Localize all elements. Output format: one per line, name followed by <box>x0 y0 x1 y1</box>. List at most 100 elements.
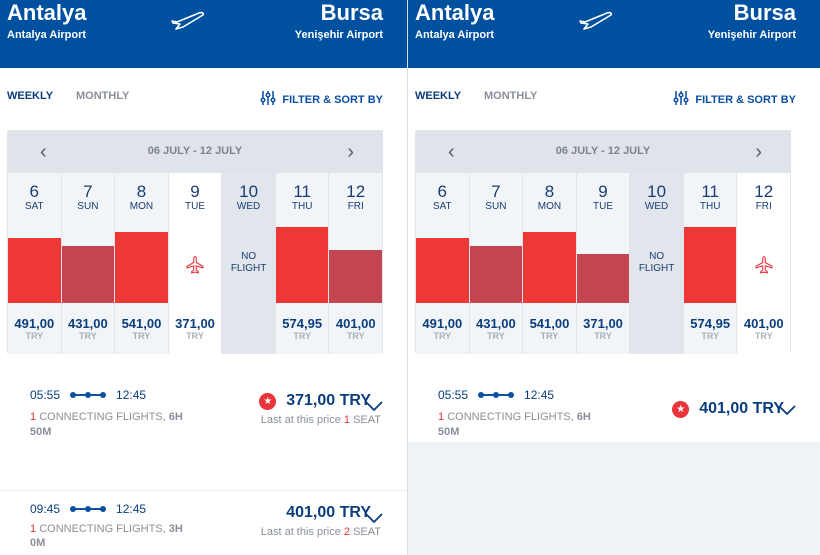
day-cell-tue[interactable]: 9 TUE 371,00 TRY <box>576 173 631 354</box>
day-currency: TRY <box>701 331 720 341</box>
day-name: WED <box>236 201 261 212</box>
price-bar <box>61 246 115 303</box>
day-currency: TRY <box>79 331 97 341</box>
chevron-down-icon[interactable] <box>365 398 383 416</box>
price-bar <box>329 250 383 303</box>
flight-option[interactable]: 05:55 12:45 1 CONNECTING FLIGHTS, 6H 50M … <box>408 372 820 442</box>
flight-option[interactable]: 05:55 12:45 1 CONNECTING FLIGHTS, 6H 50M … <box>0 372 407 491</box>
filter-sort-button[interactable]: FILTER & SORT BY <box>673 90 796 109</box>
star-badge-icon: ★ <box>259 392 277 410</box>
calendar-nav: ‹ 06 JULY - 12 JULY › <box>8 131 382 173</box>
calendar-nav: ‹ 06 JULY - 12 JULY › <box>416 131 790 173</box>
day-number: 8 <box>136 182 147 201</box>
day-cell-fri[interactable]: 12 FRI 401,00 TRY <box>329 173 383 354</box>
tab-weekly[interactable]: WEEKLY <box>7 90 54 102</box>
chevron-left-icon[interactable]: ‹ <box>448 141 455 163</box>
destination-city: Bursa <box>320 0 383 25</box>
no-flight-label: NO FLIGHT <box>230 251 267 274</box>
day-name: SAT <box>432 201 452 212</box>
star-badge-icon: ★ <box>672 400 690 418</box>
day-number: 12 <box>346 182 366 201</box>
destination-airport: Yenişehir Airport <box>707 29 796 41</box>
tab-weekly[interactable]: WEEKLY <box>415 90 462 102</box>
day-currency: TRY <box>487 331 505 341</box>
day-number: 6 <box>437 182 448 201</box>
day-price: 401,00 <box>335 316 376 331</box>
arrival-time: 12:45 <box>524 388 555 402</box>
day-price: 574,95 <box>282 316 323 331</box>
connection-text: CONNECTING FLIGHTS, <box>39 411 166 423</box>
price-bar <box>8 238 61 303</box>
filter-sort-label: FILTER & SORT BY <box>282 93 383 106</box>
day-number: 10 <box>647 182 667 201</box>
day-cell-wed: 10 WED NO FLIGHT <box>630 173 684 354</box>
day-name: SUN <box>77 201 99 212</box>
price-bar <box>275 227 329 303</box>
day-cell-sat[interactable]: 6 SAT 491,00 TRY <box>416 173 470 354</box>
day-cell-sat[interactable]: 6 SAT 491,00 TRY <box>8 173 62 354</box>
chevron-right-icon[interactable]: › <box>755 141 762 163</box>
day-price: 574,95 <box>690 316 731 331</box>
flight-price: 401,00 TRY <box>286 504 371 521</box>
connection-info: 1 CONNECTING FLIGHTS, 6H 50M <box>438 410 598 440</box>
day-number: 11 <box>701 182 719 201</box>
tab-monthly[interactable]: MONTHLY <box>76 90 130 102</box>
day-cell-tue[interactable]: 9 TUE 371,00 TRY <box>168 173 223 354</box>
connection-info: 1 CONNECTING FLIGHTS, 6H 50M <box>30 410 190 440</box>
airplane-icon <box>578 9 614 38</box>
chevron-left-icon[interactable]: ‹ <box>40 141 47 163</box>
day-cell-fri[interactable]: 12 FRI 401,00 TRY <box>737 173 791 354</box>
price-bar <box>576 254 630 303</box>
seat-count: 1 <box>343 414 351 426</box>
price-bar <box>523 231 576 303</box>
stop-count: 1 <box>30 523 37 535</box>
tab-monthly[interactable]: MONTHLY <box>484 90 538 102</box>
day-price: 371,00 <box>583 316 623 331</box>
day-cell-thu[interactable]: 11 THU 574,95 TRY <box>683 173 738 354</box>
connection-text: CONNECTING FLIGHTS, <box>447 411 574 423</box>
day-price: 371,00 <box>175 316 215 331</box>
day-currency: TRY <box>594 331 612 341</box>
stop-count: 1 <box>438 411 445 423</box>
day-price: 491,00 <box>14 316 55 331</box>
day-name: SUN <box>485 201 507 212</box>
day-number: 9 <box>598 182 608 201</box>
day-number: 8 <box>544 182 555 201</box>
day-currency: TRY <box>293 331 312 341</box>
flight-option[interactable]: 09:45 12:45 1 CONNECTING FLIGHTS, 3H 0M 4… <box>0 494 407 554</box>
no-flight-label: NO FLIGHT <box>638 251 675 274</box>
date-range: 06 JULY - 12 JULY <box>555 145 651 157</box>
route-stops-icon <box>70 388 107 402</box>
day-number: 9 <box>190 182 200 201</box>
day-cell-thu[interactable]: 11 THU 574,95 TRY <box>275 173 330 354</box>
chevron-down-icon[interactable] <box>778 402 796 420</box>
arrival-time: 12:45 <box>116 388 147 402</box>
day-cell-wed: 10 WED NO FLIGHT <box>222 173 276 354</box>
price-bar <box>115 231 168 303</box>
day-name: MON <box>129 201 154 212</box>
seat-prefix: Last at this price <box>260 526 341 538</box>
day-cell-mon[interactable]: 8 MON 541,00 TRY <box>115 173 169 354</box>
day-name: FRI <box>755 201 772 212</box>
price-bar <box>469 246 523 303</box>
day-cell-mon[interactable]: 8 MON 541,00 TRY <box>523 173 577 354</box>
chevron-right-icon[interactable]: › <box>347 141 354 163</box>
day-currency: TRY <box>433 331 452 341</box>
route-header: Antalya Antalya Airport Bursa Yenişehir … <box>0 0 407 68</box>
day-cell-sun[interactable]: 7 SUN 431,00 TRY <box>61 173 116 354</box>
chevron-down-icon[interactable] <box>365 510 383 528</box>
day-currency: TRY <box>132 331 151 341</box>
origin-airport: Antalya Airport <box>415 29 495 41</box>
sliders-icon <box>673 90 689 109</box>
seat-count: 2 <box>343 526 351 538</box>
day-number: 12 <box>754 182 774 201</box>
day-price: 431,00 <box>67 316 108 331</box>
day-cell-sun[interactable]: 7 SUN 431,00 TRY <box>469 173 524 354</box>
day-number: 11 <box>293 182 311 201</box>
departure-time: 05:55 <box>438 388 469 402</box>
origin-airport: Antalya Airport <box>7 29 87 41</box>
filter-sort-button[interactable]: FILTER & SORT BY <box>260 90 383 109</box>
route-stops-icon <box>70 502 107 516</box>
weekly-calendar: ‹ 06 JULY - 12 JULY › 6 SAT 491,00 TRY 7 … <box>7 130 383 354</box>
